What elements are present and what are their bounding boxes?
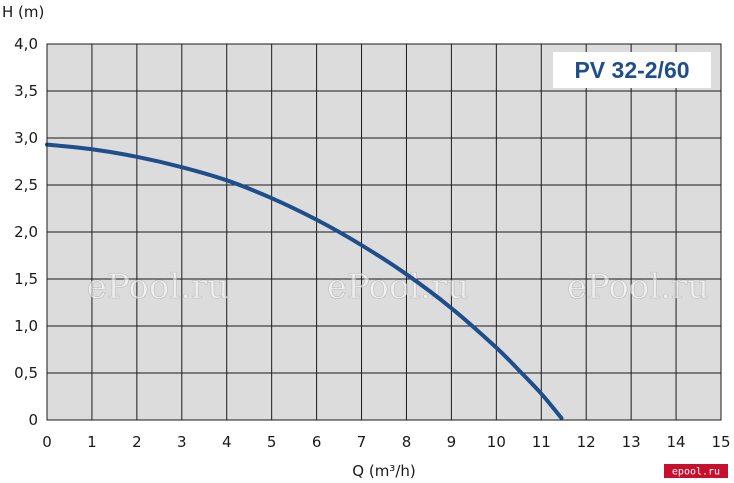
plot-border — [46, 43, 722, 421]
chart-title: PV 32-2/60 — [574, 57, 689, 83]
x-tick-label: 8 — [402, 433, 412, 451]
watermark: ePool.ru — [567, 267, 709, 307]
y-tick-label: 4,0 — [14, 35, 38, 53]
x-tick-label: 6 — [312, 433, 322, 451]
watermark-layer: ePool.ru ePool.ru ePool.ru — [86, 267, 709, 308]
x-tick-label: 11 — [532, 433, 551, 451]
y-tick-label: 3,0 — [14, 129, 38, 147]
x-tick-label: 3 — [177, 433, 187, 451]
x-tick-label: 5 — [267, 433, 277, 451]
logo-text: epool.ru — [672, 467, 720, 478]
y-tick-label: 0 — [28, 411, 38, 429]
logo-badge: epool.ru — [664, 464, 728, 478]
x-tick-label: 15 — [711, 433, 730, 451]
grid-lines — [47, 44, 721, 420]
x-tick-label: 10 — [487, 433, 506, 451]
watermark: ePool.ru — [327, 267, 469, 307]
y-tick-label: 1,0 — [14, 317, 38, 335]
y-axis-title: H (m) — [2, 3, 44, 21]
y-tick-label: 1,5 — [14, 270, 38, 288]
x-tick-label: 14 — [667, 433, 686, 451]
x-tick-label: 4 — [222, 433, 232, 451]
logo-background — [664, 464, 728, 478]
title-background — [553, 52, 711, 88]
y-tick-label: 0,5 — [14, 364, 38, 382]
x-tick-labels: 0 1 2 3 4 5 6 7 8 9 10 11 12 13 14 15 — [42, 433, 730, 451]
watermark: ePool.ru — [87, 267, 229, 307]
y-tick-label: 2,5 — [14, 176, 38, 194]
x-axis-title: Q (m³/h) — [352, 462, 415, 480]
y-tick-label: 3,5 — [14, 82, 38, 100]
x-tick-label: 1 — [87, 433, 97, 451]
x-tick-label: 9 — [447, 433, 457, 451]
x-tick-label: 13 — [622, 433, 641, 451]
y-tick-labels: 0 0,5 1,0 1,5 2,0 2,5 3,0 3,5 4,0 — [14, 35, 38, 429]
x-tick-label: 0 — [42, 433, 52, 451]
x-tick-label: 7 — [357, 433, 367, 451]
series-line-head-curve — [45, 142, 564, 421]
y-tick-label: 2,0 — [14, 223, 38, 241]
x-tick-label: 12 — [577, 433, 596, 451]
x-tick-label: 2 — [132, 433, 142, 451]
